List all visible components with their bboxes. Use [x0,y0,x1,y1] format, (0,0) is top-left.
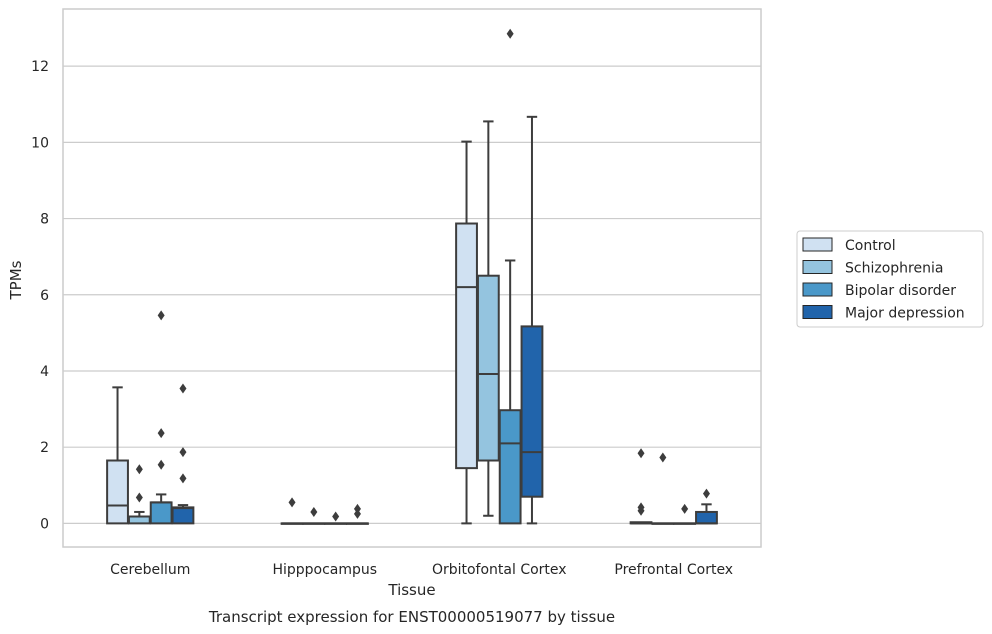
y-tick-label: 8 [40,212,49,228]
legend-swatch [802,282,833,297]
box-major-depression [171,383,195,525]
outlier-point [179,383,187,394]
outlier-point [332,511,340,522]
outlier-point [506,28,514,39]
box-control [106,386,129,525]
outlier-point [310,506,318,517]
outlier-point [659,452,667,463]
box-iqr [498,409,522,525]
legend-swatch [802,305,833,319]
outlier-point [702,488,710,499]
outlier-point [157,459,165,470]
x-tick-label: Hipppocampus [272,562,377,578]
box-schizophrenia [127,464,151,525]
outlier-point [353,503,361,514]
x-tick-label: Orbitofontal Cortex [432,562,567,578]
box-major-depression [346,503,369,525]
y-axis-label: TPMs [7,260,25,300]
outlier-point [637,502,645,513]
box-bipolar-disorder [498,28,522,525]
x-tick-labels: Cerebellum Hipppocampus Orbitofontal Corte… [110,562,733,578]
legend-entry: Control [845,238,896,254]
x-tick-label: Prefrontal Cortex [614,562,733,578]
box-major-depression [695,488,718,525]
legend-swatch [802,260,833,274]
x-tick-label: Cerebellum [110,562,190,578]
box-series [106,28,718,525]
outlier-point [157,428,165,439]
y-tick-label: 6 [40,288,49,304]
box-iqr [476,274,500,462]
outlier-point [681,503,689,514]
y-tick-label: 10 [31,135,49,151]
box-schizophrenia [476,120,500,517]
y-tick-label: 4 [40,364,49,380]
box-control [629,448,653,525]
y-tick-label: 2 [40,440,49,456]
outlier-point [637,448,645,459]
box-iqr [695,510,718,525]
outlier-point [135,464,143,475]
y-tick-label: 12 [31,59,49,75]
box-iqr [149,501,173,525]
legend-swatch [802,237,833,252]
outlier-point [157,310,165,321]
box-iqr [171,506,195,525]
legend-frame [796,230,984,328]
box-major-depression [520,115,544,525]
chart-title: Transcript expression for ENST0000051907… [208,608,615,626]
outlier-point [179,473,187,484]
y-tick-labels: 0 2 4 6 8 10 12 [31,59,49,532]
outlier-point [135,492,143,503]
outlier-point [179,447,187,458]
y-tick-label: 0 [40,516,49,532]
legend-entry: Major depression [845,306,965,322]
outlier-point [288,497,296,508]
box-iqr [106,459,129,525]
plot-frame [62,8,762,548]
legend-entry: Bipolar disorder [845,283,956,299]
box-schizophrenia [302,506,326,525]
box-iqr [127,515,151,525]
box-iqr [455,222,478,470]
box-iqr [520,325,544,498]
legend: Control Schizophrenia Bipolar disorder Majo… [796,230,984,328]
x-axis-label: Tissue [387,581,435,599]
legend-entry: Schizophrenia [845,261,943,277]
